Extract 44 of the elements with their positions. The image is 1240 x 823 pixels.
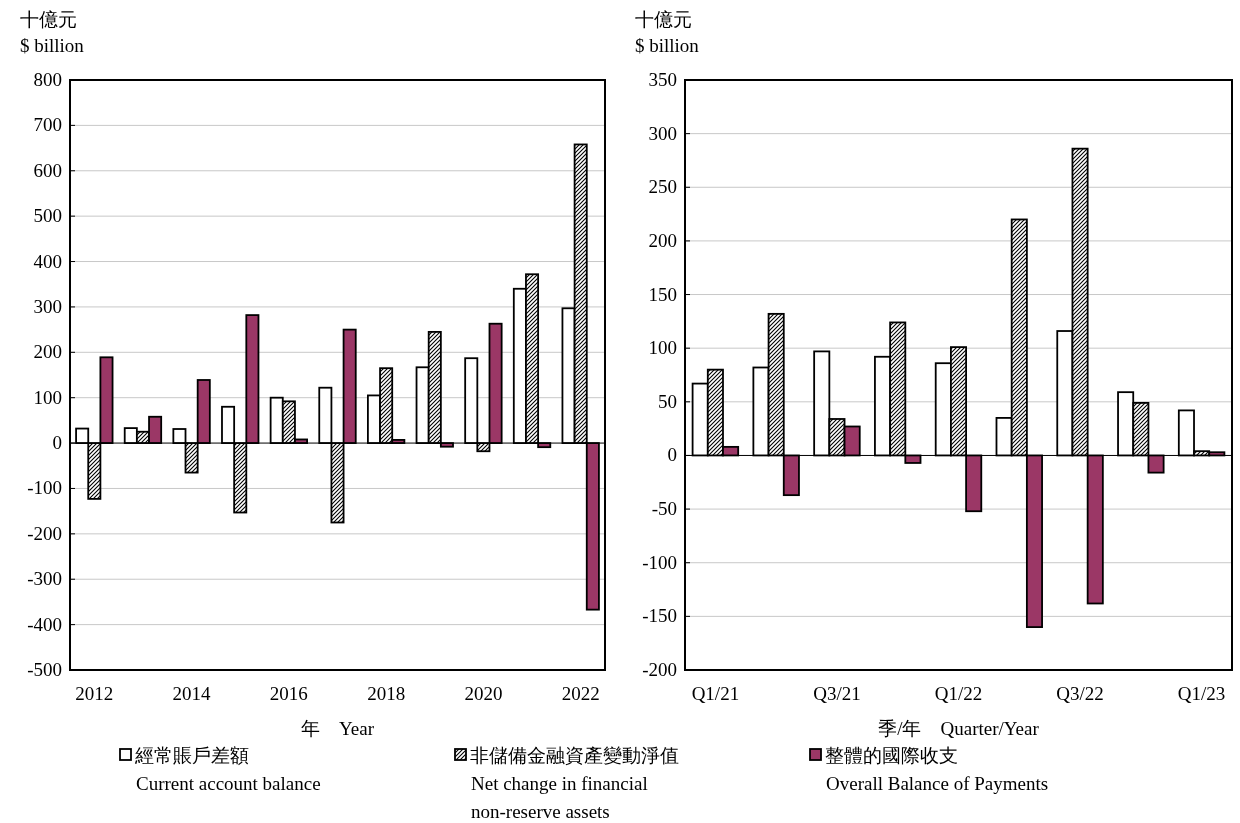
x-axis-title: 季/年 Quarter/Year	[878, 718, 1040, 739]
y-axis-title: 十億元 $ billion	[635, 9, 700, 56]
x-tick-label: 2018	[367, 683, 406, 704]
y-tick-label: 200	[33, 341, 62, 363]
y-tick-label: 200	[648, 229, 677, 251]
x-tick-label: 2014	[172, 683, 212, 704]
y-tick-label: 150	[648, 283, 677, 305]
legend-label: 整體的國際收支 Overall Balance of Payments	[825, 745, 1049, 794]
x-tick-label: Q1/22	[934, 683, 983, 704]
y-tick-label: 400	[33, 250, 62, 272]
legend-label: 經常賬戶差額 Current account balance	[134, 745, 321, 794]
y-tick-label: 50	[658, 390, 677, 412]
x-tick-label: 2016	[269, 683, 308, 704]
x-tick-label: 2012	[75, 683, 114, 704]
x-tick-label: 2020	[464, 683, 503, 704]
y-tick-label: 250	[648, 176, 677, 198]
y-axis-title: 十億元 $ billion	[20, 9, 85, 56]
y-tick-label: 500	[33, 205, 62, 227]
y-tick-label: 700	[33, 114, 62, 136]
y-tick-label: 100	[33, 386, 62, 408]
x-tick-label: Q3/22	[1056, 683, 1104, 704]
y-tick-label: 0	[52, 432, 62, 454]
x-tick-label: Q1/23	[1177, 683, 1226, 704]
x-tick-label: Q3/21	[813, 683, 861, 704]
y-tick-label: 800	[33, 69, 62, 90]
y-tick-label: -200	[642, 659, 677, 680]
y-tick-label: -50	[651, 498, 677, 520]
x-axis-title: 年 Year	[300, 718, 375, 739]
y-tick-label: 0	[667, 444, 677, 466]
y-tick-label: -100	[642, 551, 677, 573]
y-tick-label: -400	[27, 613, 62, 635]
y-tick-label: -100	[27, 477, 62, 499]
y-tick-label: -500	[27, 659, 62, 680]
y-tick-label: -150	[642, 605, 677, 627]
y-tick-label: 600	[33, 159, 62, 181]
legend-label: 非儲備金融資產變動淨值 Net change in financial non-reserve assets	[470, 745, 679, 822]
y-tick-label: -200	[27, 522, 62, 544]
y-tick-label: -300	[27, 568, 62, 590]
y-tick-label: 100	[648, 337, 677, 359]
x-tick-label: 2022	[561, 683, 600, 704]
y-tick-label: 350	[648, 69, 677, 90]
y-tick-label: 300	[648, 122, 677, 144]
y-tick-label: 300	[33, 295, 62, 317]
x-tick-label: Q1/21	[691, 683, 740, 704]
